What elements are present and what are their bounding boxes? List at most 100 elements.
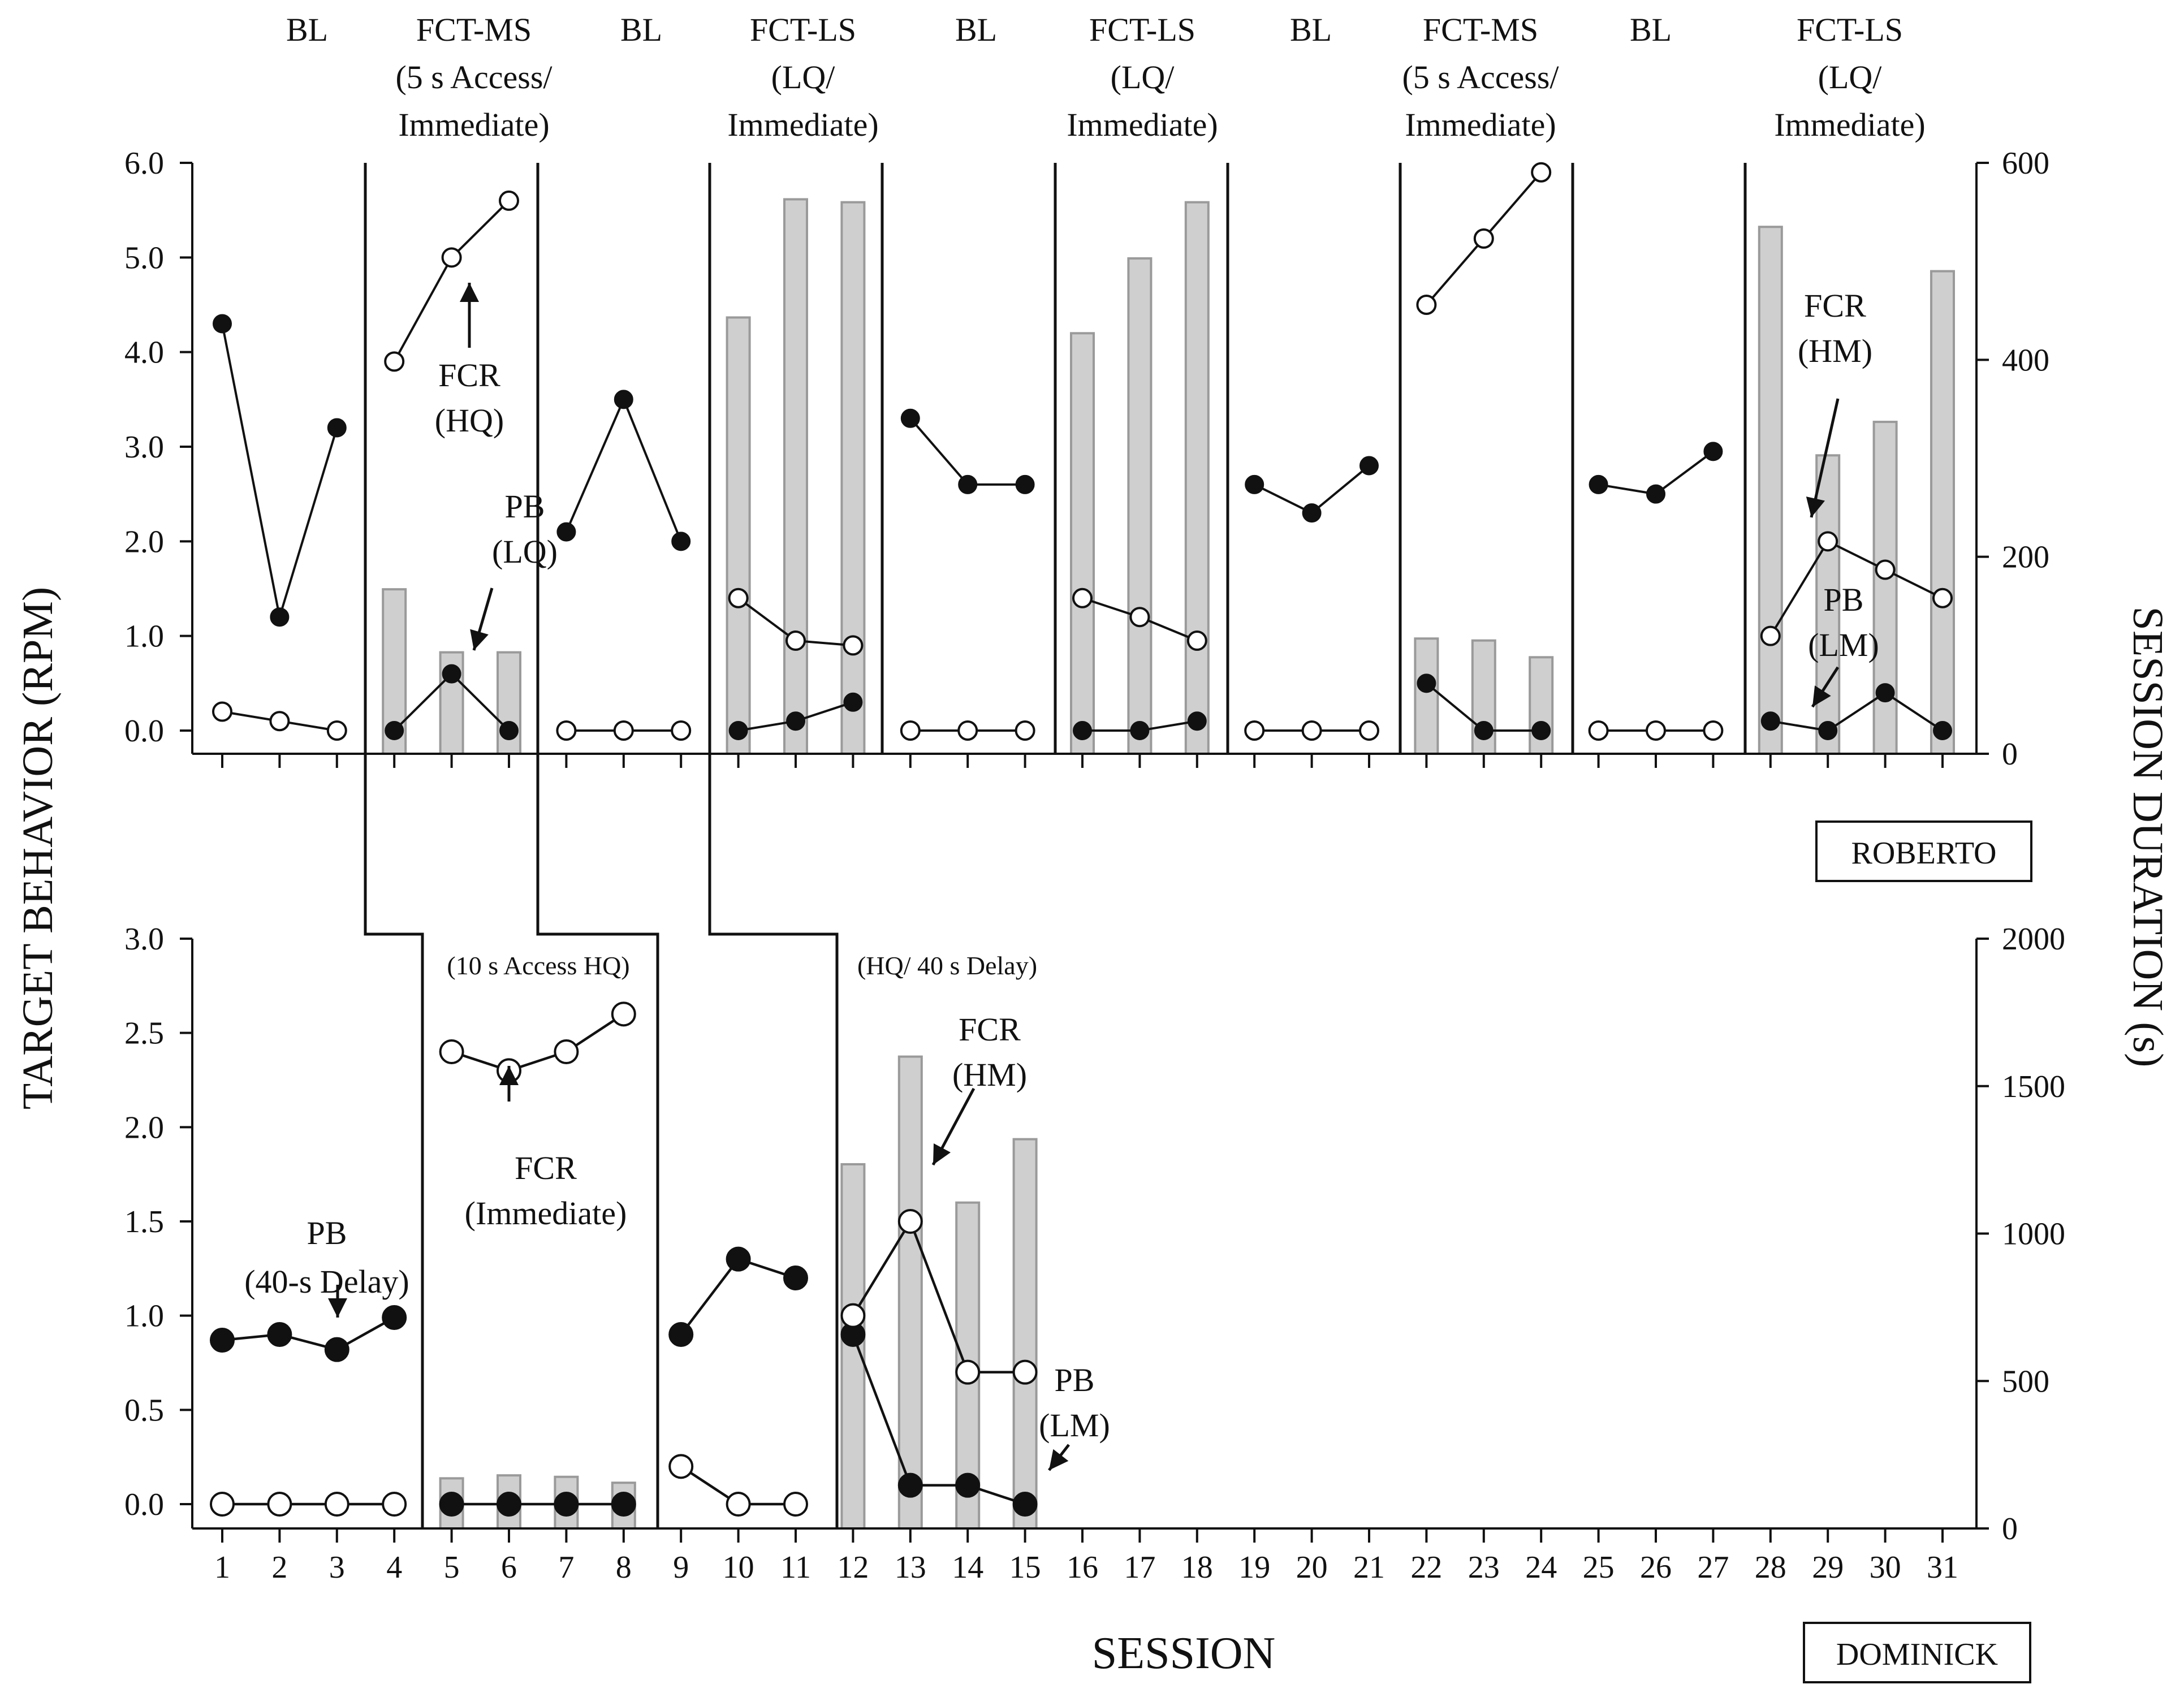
roberto-fcr-point [671, 720, 692, 741]
x-tick-label: 27 [1697, 1550, 1729, 1585]
roberto-pb-line [565, 396, 683, 542]
x-tick-label: 15 [1009, 1550, 1041, 1585]
dominick-phase-line [536, 754, 659, 1528]
phase-label: BL [1290, 11, 1332, 48]
roberto-fcr-point [1818, 531, 1838, 552]
roberto-pb-point [671, 532, 691, 551]
dominick-label-box [1803, 1622, 2031, 1683]
roberto-pb-line [1770, 691, 1944, 732]
dominick-left-tick-label: 3.0 [124, 922, 164, 957]
roberto-fcr-point [1015, 720, 1035, 741]
roberto-right-tick-label: 600 [2002, 146, 2049, 181]
dominick-fcr-point [668, 1454, 694, 1479]
roberto-duration-bar [1414, 637, 1439, 755]
roberto-duration-bar [1070, 332, 1095, 755]
roberto-fcr-point [613, 720, 634, 741]
x-tick-label: 25 [1583, 1550, 1615, 1585]
dominick-pb-line [222, 1316, 395, 1351]
x-tick-label: 26 [1640, 1550, 1672, 1585]
roberto-duration-bar [1872, 421, 1898, 755]
roberto-pb-point [958, 474, 978, 494]
dominick-pb-point [611, 1492, 636, 1517]
phase-label: FCT-LS (LQ/Immediate) [727, 11, 878, 143]
roberto-pb-point [1245, 474, 1264, 494]
axes [180, 162, 1989, 1543]
right-axis-title: SESSION DURATION (s) [2124, 607, 2172, 1068]
roberto-duration-bar [1184, 201, 1210, 755]
dominick-pb-point [554, 1492, 579, 1517]
dominick-annotation-fcr-hm: FCR (HM) [952, 1011, 1027, 1093]
dominick-right-tick-label: 500 [2002, 1364, 2049, 1399]
dominick-phase-label-line: (HQ/ 40 s Delay) [857, 951, 1037, 980]
phase-label-line: FCT-MS [416, 11, 532, 48]
x-tick-label: 12 [837, 1550, 869, 1585]
dominick-annotation-pb-delay: PB (40-s Delay) [244, 1215, 409, 1300]
x-axis-title: SESSION [1092, 1629, 1276, 1678]
roberto-annotation-fcr-hq-line: (HQ) [435, 402, 504, 439]
dominick-left-tick-label: 0.5 [124, 1393, 164, 1428]
phase-label: BL [955, 11, 997, 48]
dominick-right-tick-label: 1000 [2002, 1217, 2065, 1252]
roberto-duration-bar [840, 201, 866, 755]
x-tick-label: 20 [1296, 1550, 1328, 1585]
roberto-pb-point [1818, 721, 1838, 740]
dominick-pb-point [439, 1492, 464, 1517]
dominick-arrow-fcr-immediate-head [499, 1066, 519, 1085]
x-tick-label: 11 [780, 1550, 811, 1585]
roberto-annotation-fcr-hm-line: FCR [1804, 287, 1866, 324]
dominick-annotation-fcr-immediate-line: FCR [515, 1150, 577, 1186]
phase-label: FCT-LS (LQ/Immediate) [1774, 11, 1925, 143]
dominick-fcr-point [955, 1359, 981, 1385]
dominick-annotation-pb-delay-line: (40-s Delay) [244, 1263, 409, 1300]
dominick-right-tick-label: 2000 [2002, 922, 2065, 957]
roberto-fcr-point [900, 720, 921, 741]
roberto-fcr-point [1646, 720, 1666, 741]
phase-label: BL [286, 11, 328, 48]
roberto-fcr-point [556, 720, 577, 741]
roberto-fcr-point [1875, 559, 1896, 580]
data-series [210, 162, 1953, 1517]
roberto-fcr-point [1703, 720, 1724, 741]
dominick-annotation-fcr-hm-line: FCR [959, 1011, 1021, 1048]
roberto-fcr-point [1588, 720, 1609, 741]
roberto-annotation-fcr-hm: FCR (HM) [1798, 287, 1872, 369]
roberto-label: ROBERTO [1851, 836, 1997, 871]
roberto-annotation-fcr-hq: FCR (HQ) [435, 357, 504, 439]
dominick-pb-point [897, 1472, 923, 1498]
x-tick-label: 31 [1927, 1550, 1958, 1585]
x-tick-label: 19 [1238, 1550, 1270, 1585]
left-axis-title: TARGET BEHAVIOR (RPM) [14, 587, 62, 1109]
roberto-pb-point [1015, 474, 1035, 494]
phase-label: FCT-MS (5 s Access/Immediate) [395, 11, 553, 143]
phase-label-line: FCT-LS [750, 11, 856, 48]
roberto-pb-point [1187, 711, 1207, 731]
roberto-pb-point [1875, 683, 1895, 703]
roberto-left-tick-label: 2.0 [124, 524, 164, 559]
x-tick-label: 8 [616, 1550, 632, 1585]
roberto-fcr-point [326, 720, 347, 741]
x-tick-label: 4 [386, 1550, 402, 1585]
x-tick-label: 6 [501, 1550, 517, 1585]
roberto-pb-point [900, 408, 920, 428]
roberto-annotation-pb-lq-line: PB [505, 488, 545, 525]
dominick-phase-label-line: (10 s Access HQ) [447, 951, 629, 980]
roberto-pb-point [843, 692, 863, 712]
dominick-pb-point [382, 1305, 407, 1330]
roberto-duration-bar [783, 198, 808, 755]
roberto-pb-point [1531, 721, 1551, 740]
phase-label-line: Immediate) [398, 106, 549, 143]
dominick-fcr-point [897, 1209, 923, 1234]
roberto-left-tick-label: 3.0 [124, 430, 164, 465]
dominick-pb-point [955, 1472, 981, 1498]
dominick-pb-point [210, 1328, 235, 1353]
dominick-left-tick-label: 1.0 [124, 1299, 164, 1334]
x-tick-label: 9 [673, 1550, 689, 1585]
roberto-fcr-point [499, 190, 519, 211]
dominick-pb-point [726, 1246, 751, 1272]
roberto-right-tick-label: 200 [2002, 540, 2049, 575]
dominick-arrow-pb-delay-head [328, 1298, 347, 1318]
x-tick-label: 2 [271, 1550, 287, 1585]
phase-label-line: FCT-LS [1089, 11, 1195, 48]
phase-label: BL [1630, 11, 1672, 48]
